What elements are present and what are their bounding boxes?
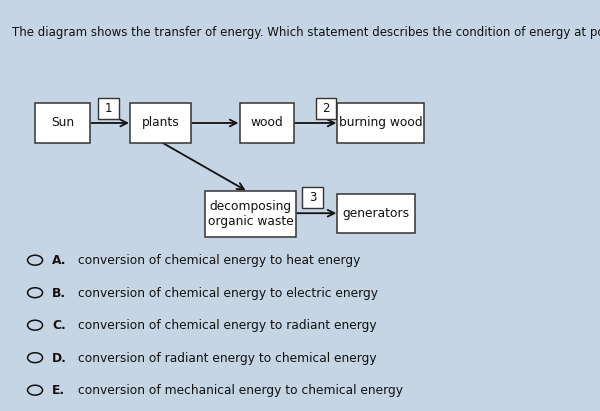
Text: generators: generators: [343, 207, 410, 220]
Text: 3: 3: [309, 191, 316, 204]
Text: C.: C.: [52, 319, 66, 332]
Text: conversion of chemical energy to heat energy: conversion of chemical energy to heat en…: [78, 254, 361, 267]
Text: D.: D.: [52, 351, 67, 365]
Text: Sun: Sun: [51, 116, 74, 129]
Text: plants: plants: [142, 116, 179, 129]
Text: A.: A.: [52, 254, 67, 267]
FancyBboxPatch shape: [239, 103, 294, 143]
Text: conversion of chemical energy to radiant energy: conversion of chemical energy to radiant…: [78, 319, 377, 332]
FancyBboxPatch shape: [337, 103, 424, 143]
FancyBboxPatch shape: [35, 103, 90, 143]
Text: E.: E.: [52, 384, 65, 397]
FancyBboxPatch shape: [205, 191, 296, 236]
Text: 1: 1: [105, 102, 113, 115]
Text: burning wood: burning wood: [339, 116, 422, 129]
FancyBboxPatch shape: [302, 187, 323, 208]
Text: conversion of mechanical energy to chemical energy: conversion of mechanical energy to chemi…: [78, 384, 403, 397]
FancyBboxPatch shape: [316, 98, 336, 119]
Text: wood: wood: [251, 116, 283, 129]
Text: decomposing
organic waste: decomposing organic waste: [208, 200, 293, 228]
FancyBboxPatch shape: [98, 98, 119, 119]
Text: The diagram shows the transfer of energy. Which statement describes the conditio: The diagram shows the transfer of energy…: [12, 26, 600, 39]
FancyBboxPatch shape: [337, 194, 415, 233]
Text: B.: B.: [52, 286, 67, 300]
Text: conversion of radiant energy to chemical energy: conversion of radiant energy to chemical…: [78, 351, 377, 365]
Text: 2: 2: [322, 102, 329, 115]
FancyBboxPatch shape: [130, 103, 191, 143]
Text: conversion of chemical energy to electric energy: conversion of chemical energy to electri…: [78, 286, 378, 300]
